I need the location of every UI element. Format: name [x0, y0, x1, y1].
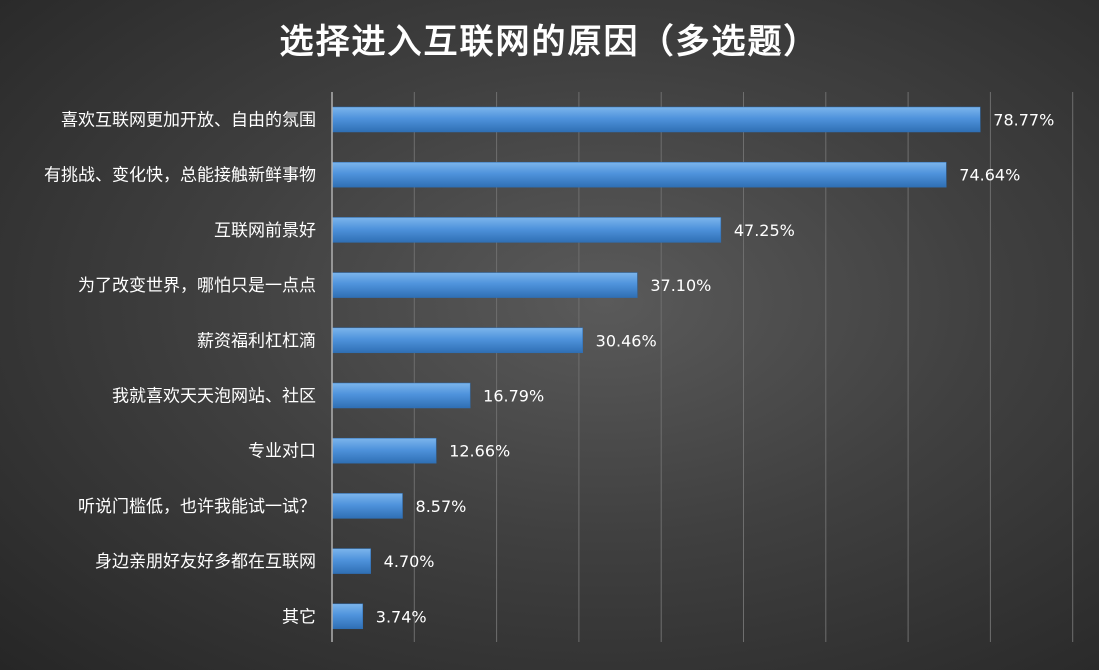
bars	[331, 106, 981, 630]
bar-3	[331, 272, 638, 298]
bar-5	[331, 382, 471, 409]
bar-6	[331, 437, 437, 464]
bar-1	[331, 161, 947, 188]
category-label-7: 听说门槛低，也许我能试一试？	[78, 497, 316, 517]
category-label-0: 喜欢互联网更加开放、自由的氛围	[61, 111, 316, 131]
data-label-2: 47.25%	[734, 221, 795, 240]
bar-7	[331, 493, 403, 519]
bar-9	[331, 603, 364, 630]
data-label-1: 74.64%	[959, 166, 1020, 185]
bar-0	[331, 106, 981, 133]
data-label-4: 30.46%	[596, 331, 657, 350]
category-label-1: 有挑战、变化快，总能接触新鲜事物	[44, 166, 316, 186]
category-label-5: 我就喜欢天天泡网站、社区	[112, 387, 316, 407]
data-label-7: 8.57%	[416, 497, 467, 516]
category-label-3: 为了改变世界，哪怕只是一点点	[78, 276, 316, 296]
data-label-8: 4.70%	[384, 552, 435, 571]
data-label-0: 78.77%	[993, 111, 1054, 130]
category-label-9: 其它	[282, 607, 316, 627]
bar-2	[331, 217, 722, 243]
data-label-9: 3.74%	[376, 607, 427, 626]
category-label-4: 薪资福利杠杠滴	[197, 331, 316, 351]
chart-title: 选择进入互联网的原因（多选题）	[279, 22, 820, 62]
bar-4	[331, 327, 583, 354]
data-label-5: 16.79%	[483, 387, 544, 406]
category-label-8: 身边亲朋好友好多都在互联网	[95, 552, 316, 572]
data-label-6: 12.66%	[449, 442, 510, 461]
category-label-6: 专业对口	[248, 442, 316, 462]
labels: 喜欢互联网更加开放、自由的氛围 78.77% 有挑战、变化快，总能接触新鲜事物 74.…	[44, 111, 1054, 628]
data-label-3: 37.10%	[650, 276, 711, 295]
bar-8	[331, 548, 371, 574]
category-label-2: 互联网前景好	[214, 221, 316, 241]
